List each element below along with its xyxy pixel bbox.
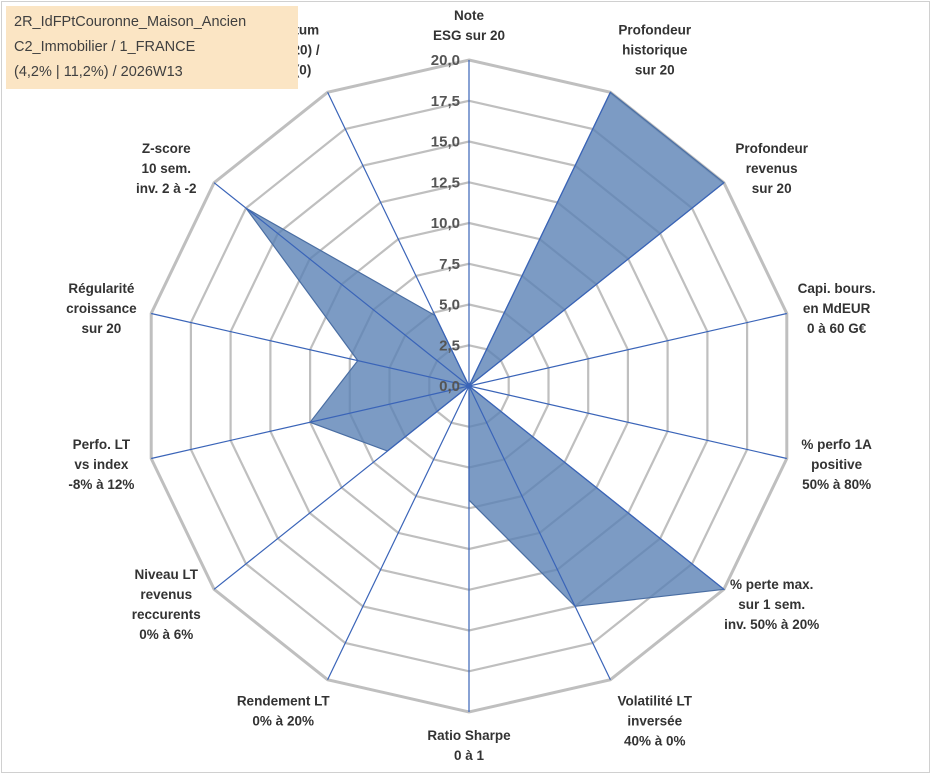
spoke-line bbox=[468, 385, 725, 590]
spoke-line bbox=[151, 385, 470, 460]
radar-tick-labels: 0,0 2,5 5,0 7,5 10,0 12,5 15,0 17,5 20,0 bbox=[431, 52, 460, 395]
info-line-1: 2R_IdFPtCouronne_Maison_Ancien bbox=[14, 14, 247, 30]
info-line-3: (4,2% | 11,2%) / 2026W13 bbox=[14, 64, 183, 80]
category-label: Capi. bours. en MdEUR 0 à 60 G€ bbox=[798, 281, 876, 336]
category-label: Volatilité LT inversée 40% à 0% bbox=[618, 693, 693, 748]
category-label: Note ESG sur 20 bbox=[433, 8, 505, 43]
category-label: Profondeur revenus sur 20 bbox=[735, 141, 808, 196]
tick-label: 0,0 bbox=[439, 378, 460, 395]
category-label: Niveau LT revenus reccurents 0% à 6% bbox=[132, 567, 201, 642]
tick-label: 15,0 bbox=[431, 134, 460, 151]
spoke-line bbox=[151, 312, 470, 387]
category-label: Perfo. LT vs index -8% à 12% bbox=[68, 437, 134, 492]
spoke-line bbox=[468, 385, 787, 460]
spoke-line bbox=[213, 385, 470, 590]
tick-label: 17,5 bbox=[431, 93, 460, 110]
info-box: 2R_IdFPtCouronne_Maison_Ancien C2_Immobi… bbox=[6, 6, 298, 89]
category-label: Rendement LT 0% à 20% bbox=[237, 693, 331, 728]
spoke-line bbox=[327, 92, 470, 387]
category-label: Z-score 10 sem. inv. 2 à -2 bbox=[136, 141, 197, 196]
tick-label: 10,0 bbox=[431, 215, 460, 232]
spoke-line bbox=[468, 312, 787, 387]
spoke-line bbox=[213, 182, 470, 387]
radar-spokes bbox=[151, 60, 787, 712]
info-line-2: C2_Immobilier / 1_FRANCE bbox=[14, 39, 196, 55]
category-label: % perfo 1A positive 50% à 80% bbox=[801, 437, 872, 492]
category-label: Ratio Sharpe 0 à 1 bbox=[427, 728, 511, 763]
tick-label: 7,5 bbox=[439, 256, 460, 273]
category-label: % perte max. sur 1 sem. inv. 50% à 20% bbox=[724, 577, 819, 632]
tick-label: 20,0 bbox=[431, 52, 460, 69]
tick-label: 12,5 bbox=[431, 174, 460, 191]
spoke-line bbox=[468, 92, 611, 387]
tick-label: 2,5 bbox=[439, 337, 460, 354]
category-label: Profondeur historique sur 20 bbox=[618, 23, 691, 78]
tick-label: 5,0 bbox=[439, 297, 460, 314]
spoke-line bbox=[468, 182, 725, 387]
spoke-line bbox=[468, 385, 611, 680]
category-label: Régularité croissance sur 20 bbox=[66, 281, 137, 336]
spoke-line bbox=[327, 385, 470, 680]
